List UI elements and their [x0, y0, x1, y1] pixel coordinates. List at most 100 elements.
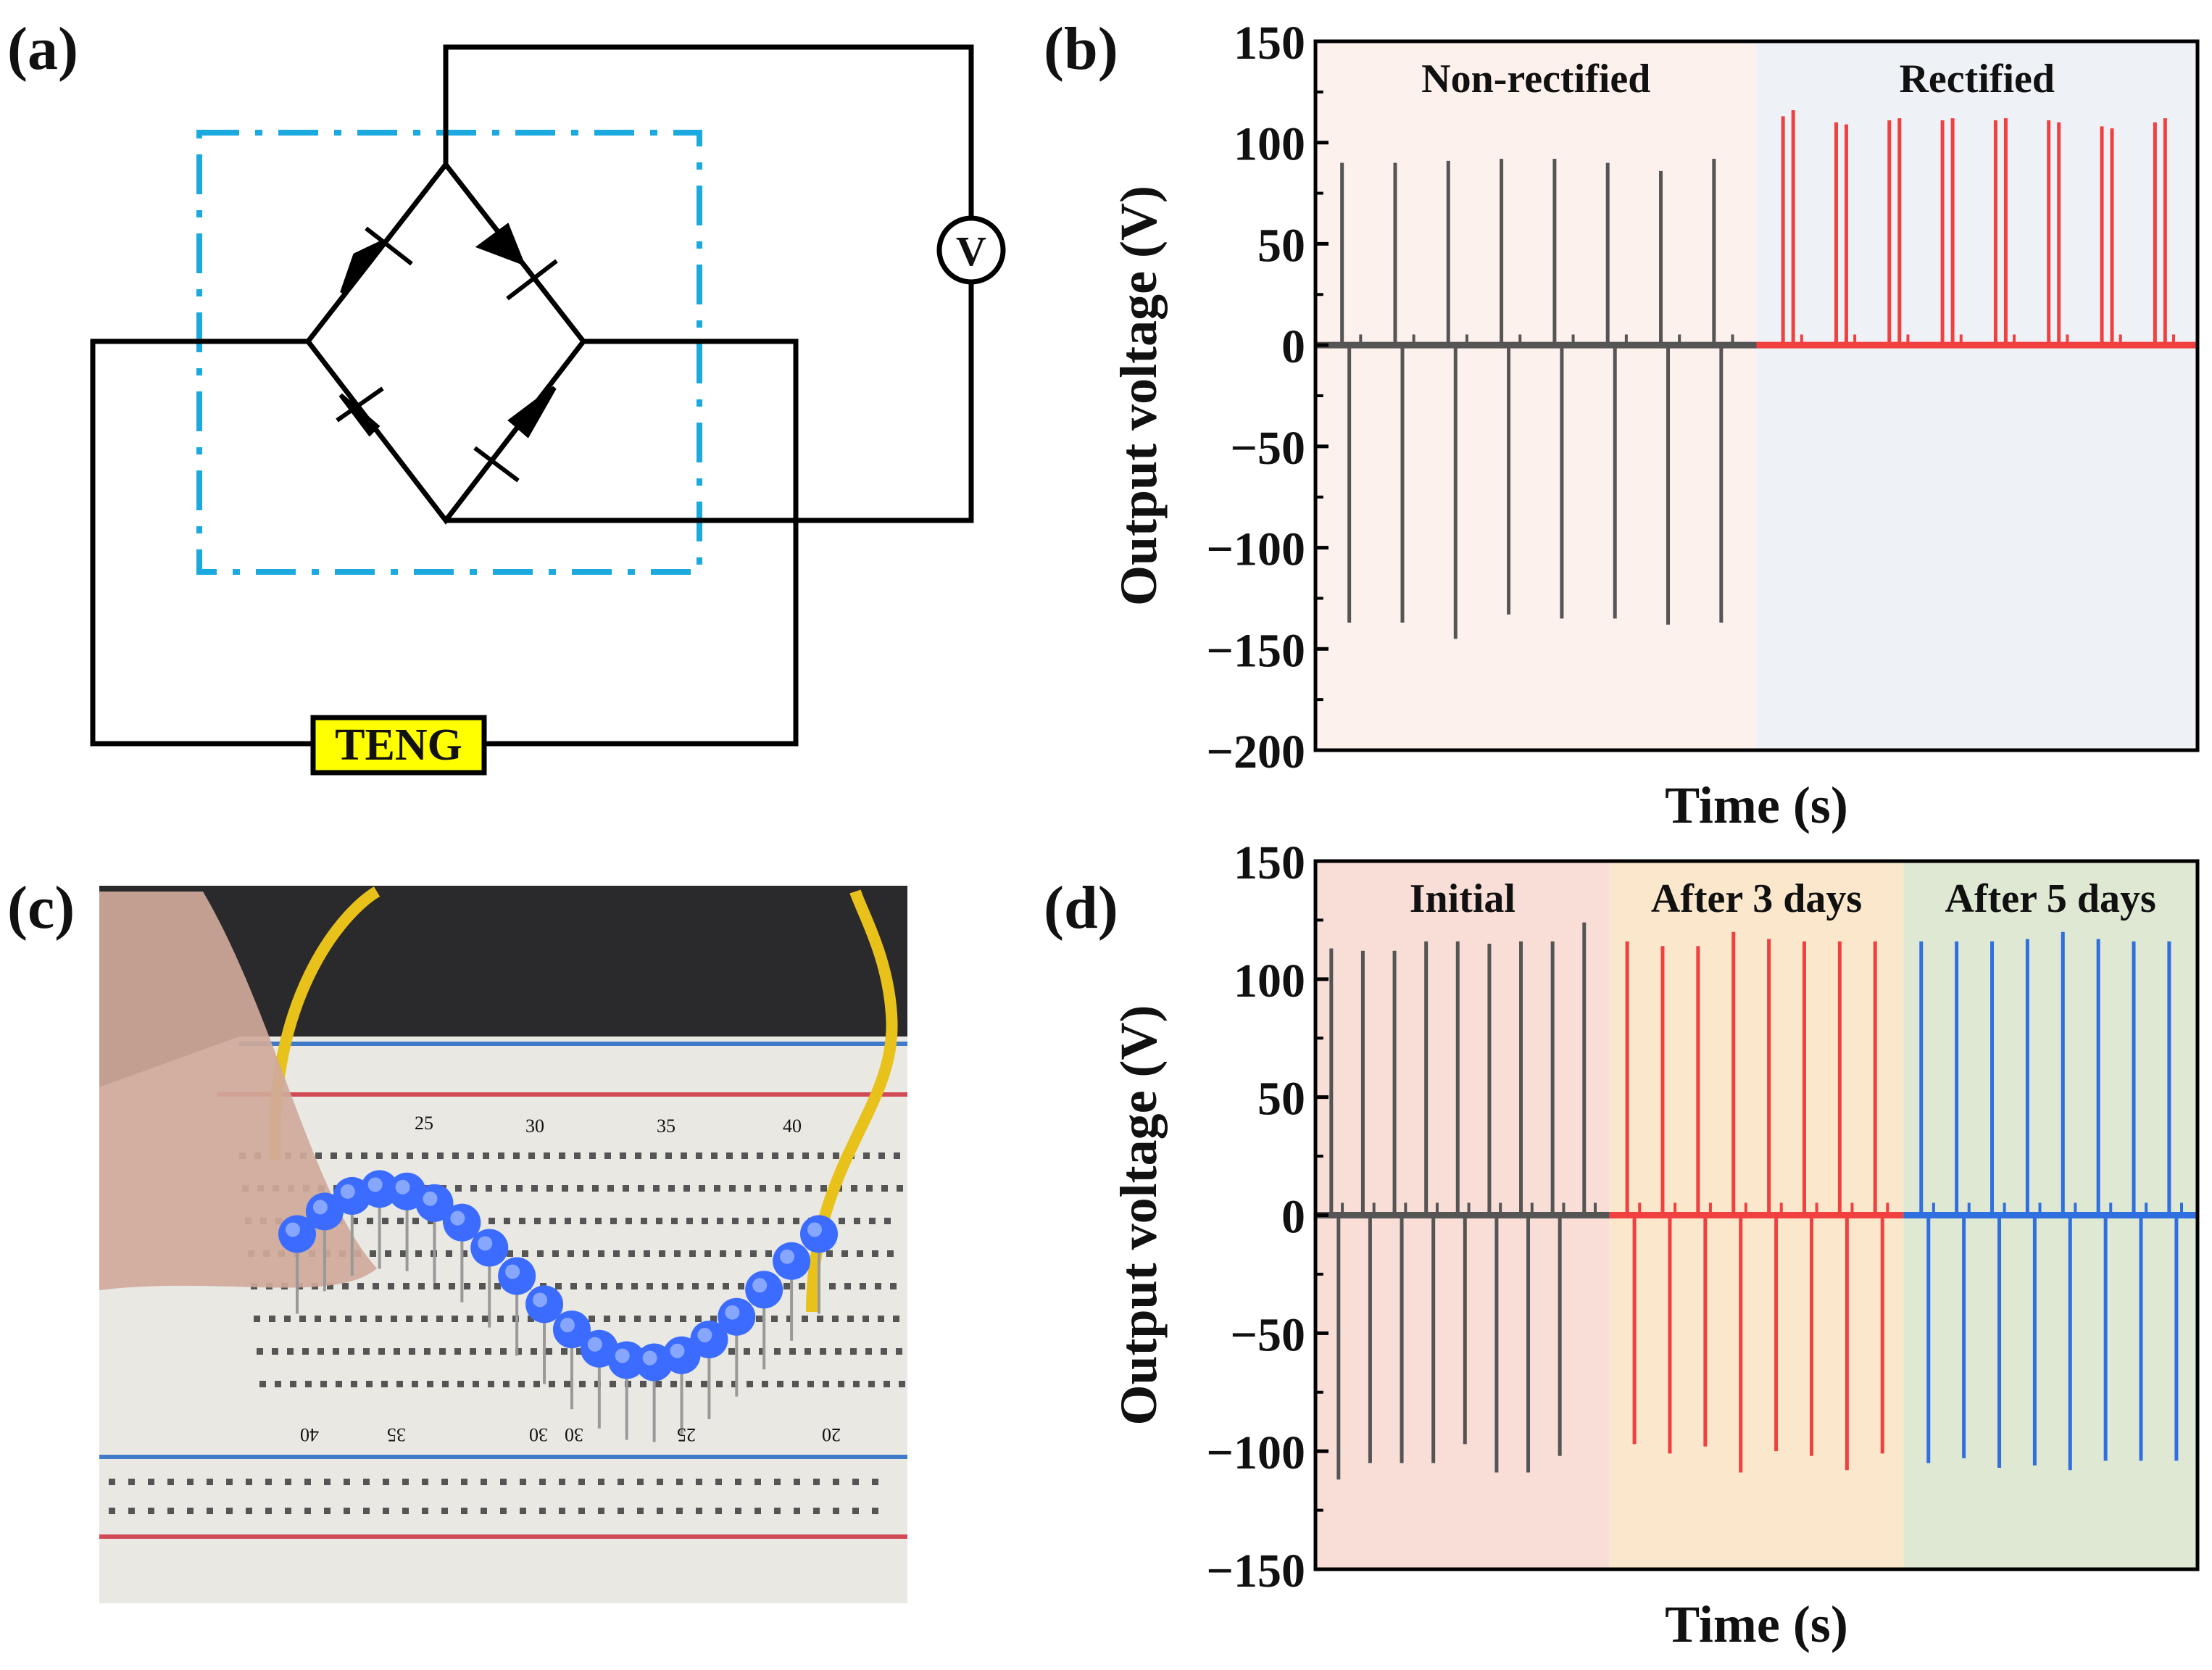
breadboard-hole [881, 1185, 888, 1192]
breadboard-hole [714, 1185, 720, 1192]
breadboard-hole [696, 1508, 702, 1514]
breadboard-hole [625, 1218, 632, 1224]
circuit-diagram [90, 44, 1006, 776]
breadboard-hole [692, 1283, 699, 1289]
breadboard-hole [760, 1185, 766, 1192]
breadboard-hole [348, 1348, 354, 1355]
breadboard-hole [473, 1381, 479, 1387]
breadboard-hole [610, 1381, 616, 1387]
led-glow [395, 1179, 410, 1195]
breadboard-hole [872, 1479, 878, 1485]
breadboard-hole [765, 1250, 772, 1257]
breadboard-hole [878, 1152, 885, 1159]
breadboard-hole [668, 1185, 675, 1192]
breadboard-hole [857, 1250, 863, 1257]
breadboard-hole [344, 1479, 350, 1485]
breadboard-hole [852, 1479, 859, 1485]
breadboard-hole [794, 1508, 800, 1514]
breadboard-hole [771, 1316, 778, 1322]
breadboard-hole [772, 1152, 778, 1159]
breadboard-hole [576, 1348, 583, 1355]
breadboard-hole [802, 1316, 808, 1322]
breadboard-hole [531, 1348, 537, 1355]
region-background [1756, 41, 2198, 750]
breadboard-hole [578, 1479, 585, 1485]
breadboard-hole [409, 1348, 415, 1355]
breadboard-hole [729, 1185, 736, 1192]
breadboard-hole [868, 1381, 875, 1387]
breadboard-hole [559, 1479, 565, 1485]
breadboard-hole [754, 1479, 761, 1485]
teng-source [310, 715, 487, 776]
breadboard-hole [813, 1479, 820, 1485]
breadboard-hole [454, 1348, 461, 1355]
breadboard-hole [488, 1381, 494, 1387]
breadboard-hole [894, 1152, 900, 1159]
breadboard-hole [649, 1316, 656, 1322]
breadboard-hole [637, 1508, 644, 1514]
breadboard-hole [376, 1152, 383, 1159]
breadboard-hole [657, 1479, 663, 1485]
breadboard-hole [501, 1185, 507, 1192]
breadboard-hole [620, 1152, 626, 1159]
breadboard-hole [539, 1508, 546, 1514]
breadboard-hole [559, 1508, 565, 1514]
breadboard-hole [394, 1348, 400, 1355]
breadboard-hole [412, 1218, 419, 1224]
breadboard-hole [674, 1250, 681, 1257]
breadboard-hole [689, 1250, 696, 1257]
led-glow [478, 1236, 493, 1251]
breadboard-hole [370, 1250, 376, 1257]
breadboard-hole [275, 1381, 281, 1387]
breadboard-hole [872, 1508, 878, 1514]
breadboard-hole [167, 1479, 174, 1485]
led-glow [697, 1327, 712, 1342]
chart-b-y-axis: −200 −150 −100 −50 0 50 100 150 [1206, 17, 1329, 778]
breadboard-hole [391, 1152, 398, 1159]
breadboard-hole [896, 1348, 902, 1355]
breadboard-hole [515, 1348, 522, 1355]
y-tick-label: −150 [1206, 624, 1305, 677]
breadboard-hole [382, 1218, 388, 1224]
breadboard-hole [464, 1283, 470, 1289]
breadboard-hole [820, 1348, 826, 1355]
breadboard-hole [838, 1381, 844, 1387]
breadboard-hole [555, 1283, 562, 1289]
breadboard-hole [366, 1381, 373, 1387]
breadboard-hole [655, 1381, 662, 1387]
panel-c-label: (c) [7, 874, 75, 942]
breadboard-hole [361, 1152, 367, 1159]
breadboard-hole [317, 1348, 324, 1355]
breadboard-hole [852, 1508, 859, 1514]
breadboard-hole [671, 1218, 678, 1224]
diode-arrow-1 [340, 239, 386, 294]
y-tick-label: −50 [1230, 1308, 1305, 1361]
breadboard-hole [860, 1283, 866, 1289]
breadboard-hole [681, 1152, 687, 1159]
breadboard-hole [427, 1381, 433, 1387]
wire-right [446, 279, 974, 523]
breadboard-hole [226, 1508, 233, 1514]
breadboard-hole [504, 1218, 510, 1224]
breadboard-hole [324, 1508, 330, 1514]
breadboard-hole [436, 1316, 443, 1322]
breadboard-hole [774, 1479, 781, 1485]
breadboard-hole [333, 1348, 339, 1355]
breadboard-hole [723, 1283, 729, 1289]
breadboard-hole [759, 1348, 765, 1355]
breadboard-hole [128, 1508, 135, 1514]
chart-b-region-labels: Non-rectified Rectified [1421, 57, 2055, 101]
breadboard-hole [497, 1316, 504, 1322]
breadboard-hole [635, 1152, 641, 1159]
breadboard-hole [518, 1381, 525, 1387]
region-label: After 3 days [1651, 876, 1862, 921]
breadboard-hole [549, 1218, 556, 1224]
breadboard-hole [109, 1508, 115, 1514]
breadboard-hole [378, 1348, 385, 1355]
bb-num-bottom-2: 35 [387, 1424, 406, 1445]
diode-bar-1 [365, 226, 413, 266]
breadboard-hole [841, 1250, 848, 1257]
breadboard-hole [618, 1508, 624, 1514]
breadboard-hole [850, 1348, 857, 1355]
